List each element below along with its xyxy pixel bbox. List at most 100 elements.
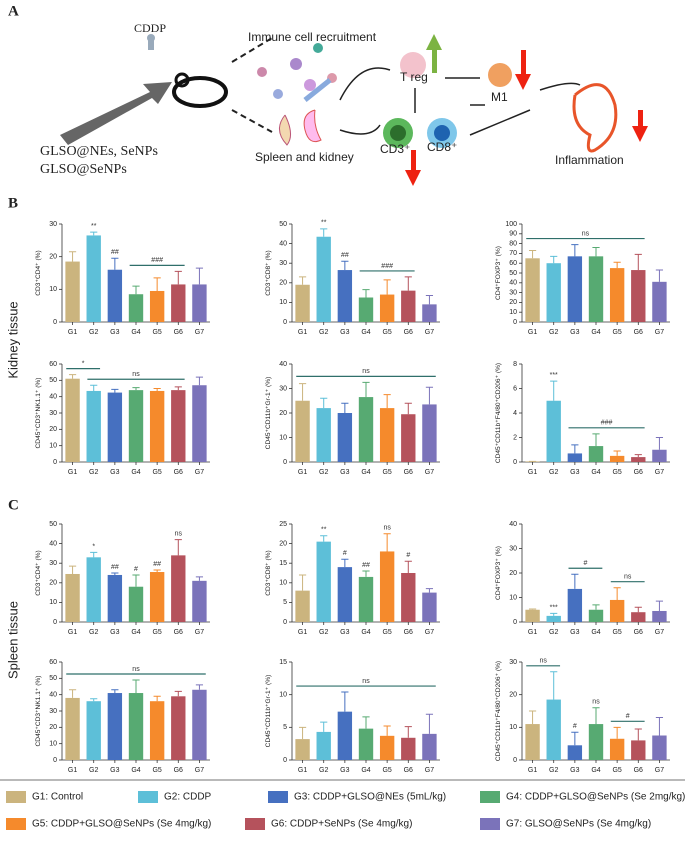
y-tick-label: 50 — [49, 521, 57, 528]
error-bar — [111, 572, 119, 575]
panel-label: A — [8, 3, 19, 19]
y-tick-label: 30 — [279, 260, 287, 267]
y-tick-label: 0 — [53, 319, 57, 326]
y-axis-label: CD4⁺FOXP3⁺ (%) — [495, 246, 502, 300]
bar — [171, 555, 186, 622]
y-axis-label: CD45⁺CD11b⁺Gr-1⁺ (%) — [265, 377, 272, 450]
bar — [631, 740, 646, 760]
bar — [401, 573, 416, 622]
legend-swatch — [138, 791, 158, 803]
error-bar — [298, 383, 307, 401]
bar — [588, 446, 604, 462]
y-tick-label: 60 — [509, 260, 517, 267]
bar — [358, 728, 374, 760]
y-tick-label: 10 — [49, 599, 57, 606]
y-tick-label: 20 — [49, 426, 57, 433]
x-tick-label: G1 — [528, 767, 537, 774]
x-tick-label: G2 — [549, 767, 558, 774]
error-bar — [528, 249, 537, 259]
x-tick-label: G4 — [361, 469, 370, 476]
legend-label: G6: CDDP+SeNPs (Se 4mg/kg) — [271, 819, 412, 830]
y-tick-label: 60 — [49, 361, 57, 368]
error-bar — [132, 285, 140, 295]
x-tick-label: G6 — [634, 767, 643, 774]
y-axis-label: CD45⁺CD3⁺NK1.1⁺ (%) — [35, 676, 42, 747]
bar — [192, 385, 207, 462]
significance-label: ns — [132, 371, 140, 378]
y-tick-label: 30 — [49, 560, 57, 567]
error-bar — [90, 384, 98, 391]
error-bar — [174, 539, 182, 556]
bar — [149, 701, 165, 760]
error-bar — [111, 388, 119, 393]
legend-label: G2: CDDP — [164, 792, 212, 803]
x-tick-label: G4 — [361, 629, 370, 636]
error-bar — [634, 606, 642, 613]
error-bar — [174, 690, 182, 697]
x-tick-label: G6 — [404, 329, 413, 336]
y-tick-label: 5 — [283, 724, 287, 731]
y-tick-label: 30 — [49, 410, 57, 417]
x-tick-label: G7 — [425, 767, 434, 774]
error-bar — [90, 551, 98, 558]
y-tick-label: 60 — [49, 659, 57, 666]
significance-label: ns — [592, 699, 600, 706]
x-tick-label: G1 — [68, 329, 77, 336]
y-tick-label: 30 — [509, 289, 517, 296]
error-bar — [362, 381, 370, 398]
error-bar — [320, 228, 328, 237]
error-bar — [528, 710, 537, 725]
significance-label: ** — [321, 220, 327, 227]
legend-label: G7: GLSO@SeNPs (Se 4mg/kg) — [506, 819, 651, 830]
x-tick-label: G1 — [298, 767, 307, 774]
bar — [316, 408, 331, 462]
bar — [379, 735, 395, 760]
error-bar — [425, 588, 434, 593]
error-bar — [153, 695, 161, 702]
bar — [652, 735, 667, 760]
error-bar — [68, 374, 77, 379]
legend-label: G3: CDDP+GLSO@NEs (5mL/kg) — [294, 792, 446, 803]
significance-label: ns — [362, 368, 370, 375]
bar — [401, 737, 416, 760]
legend-label: G1: Control — [32, 792, 83, 803]
y-tick-label: 10 — [509, 309, 517, 316]
bar — [107, 269, 123, 322]
error-bar — [174, 270, 182, 285]
x-tick-label: G2 — [549, 469, 558, 476]
y-tick-label: 0 — [283, 757, 287, 764]
error-bar — [320, 721, 328, 732]
significance-label: ## — [153, 561, 161, 568]
bar — [652, 610, 667, 622]
significance-label: ns — [362, 678, 370, 685]
x-tick-label: G6 — [634, 629, 643, 636]
error-bar — [195, 267, 204, 285]
bar — [149, 290, 165, 322]
y-tick-label: 20 — [279, 540, 287, 547]
x-tick-label: G7 — [655, 767, 664, 774]
x-tick-label: G6 — [404, 629, 413, 636]
error-bar — [132, 679, 140, 694]
error-bar — [550, 255, 558, 264]
y-tick-label: 70 — [509, 250, 517, 257]
x-tick-label: G3 — [570, 767, 579, 774]
x-tick-label: G4 — [591, 767, 600, 774]
error-bar — [571, 573, 579, 589]
error-bar — [153, 277, 161, 291]
significance-label: ns — [539, 658, 547, 665]
error-bar — [195, 684, 204, 690]
error-bar — [298, 726, 307, 740]
bar — [128, 390, 144, 462]
y-axis-label: CD45⁺CD11b⁺F4/80⁺CD206⁺ (%) — [495, 363, 502, 463]
bar — [422, 404, 437, 462]
bar — [337, 270, 353, 322]
y-tick-label: 40 — [509, 280, 517, 287]
significance-label: ## — [111, 249, 119, 256]
significance-label: ### — [151, 257, 163, 264]
bar — [401, 414, 416, 462]
error-bar — [320, 535, 328, 542]
diagram — [60, 34, 648, 186]
diagram-label: M1 — [491, 90, 508, 104]
error-bar — [68, 689, 77, 698]
